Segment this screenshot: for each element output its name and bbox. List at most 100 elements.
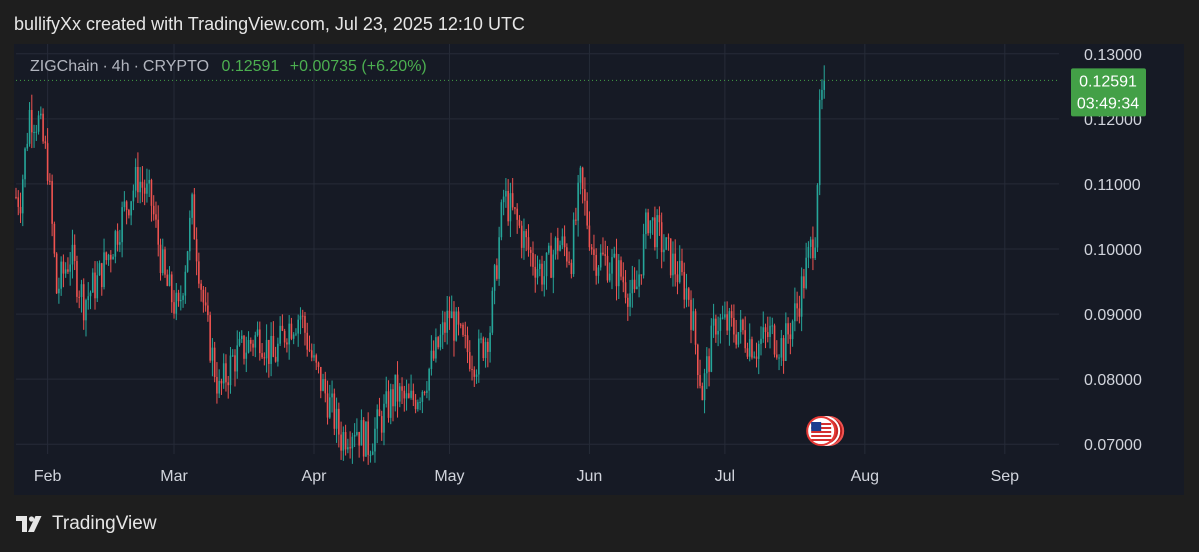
flag-canton	[811, 422, 822, 431]
candle-body	[789, 334, 792, 340]
candle-body	[105, 252, 108, 261]
candle-body	[31, 109, 33, 133]
candle-body	[249, 339, 252, 344]
candle-body	[559, 245, 561, 251]
candle-body	[319, 366, 322, 391]
candle-body	[128, 210, 130, 216]
candle-body	[439, 334, 442, 348]
candle-body	[331, 393, 333, 398]
candle-body	[636, 286, 638, 290]
candle-body	[184, 271, 187, 296]
candle-body	[550, 245, 552, 278]
candle-body	[511, 193, 514, 208]
candle-body	[378, 409, 381, 417]
candle-body	[159, 244, 162, 274]
candle-body	[482, 338, 485, 359]
date-axis-label: Aug	[851, 468, 879, 485]
candle-body	[685, 288, 688, 300]
chart-pane[interactable]: 0.07000 0.08000 0.09000 0.10000 0.11000 0.120…	[14, 44, 1184, 495]
candle-body	[717, 330, 719, 335]
candle-body	[283, 330, 286, 343]
candle-body	[333, 393, 336, 429]
candle-body	[527, 237, 530, 250]
candle-body	[622, 276, 625, 283]
candle-body	[414, 399, 417, 410]
candle-body	[584, 189, 586, 201]
price-chart[interactable]: 0.070000.080000.090000.100000.110000.120…	[14, 44, 1184, 495]
candle-body	[590, 247, 593, 250]
date-axis-label: May	[434, 468, 464, 485]
candle-body	[809, 239, 812, 247]
candle-body	[538, 263, 541, 270]
candle-body	[444, 322, 446, 333]
candle-body	[577, 182, 579, 221]
candle-body	[91, 272, 94, 293]
flag-stripe	[811, 435, 832, 437]
candle-body	[502, 196, 505, 203]
candle-body	[669, 238, 672, 276]
candle-body	[581, 167, 584, 190]
candle-body	[238, 338, 241, 346]
candle-body	[213, 347, 216, 378]
candle-body	[231, 355, 234, 357]
candle-body	[324, 379, 327, 394]
candle-body	[785, 323, 787, 361]
candle-body	[207, 305, 209, 316]
candle-body	[597, 267, 600, 276]
chart-credit: bullifyXx created with TradingView.com, …	[14, 14, 525, 34]
price-axis-label: 0.10000	[1084, 242, 1142, 259]
candle-body	[281, 325, 284, 331]
candle-body	[672, 253, 674, 276]
candle-body	[435, 337, 437, 359]
candle-body	[523, 231, 525, 248]
candle-body	[776, 354, 778, 358]
candle-body	[733, 317, 735, 335]
candle-body	[611, 257, 613, 274]
date-axis-label: Mar	[160, 468, 188, 485]
candle-body	[742, 319, 744, 331]
candle-body	[498, 237, 500, 279]
candle-body	[229, 355, 232, 386]
candle-body	[699, 375, 701, 386]
candle-body	[67, 269, 69, 272]
candle-body	[730, 311, 733, 318]
candle-body	[69, 264, 71, 272]
date-axis-label: Apr	[302, 468, 328, 485]
candle-body	[218, 380, 220, 394]
candle-body	[347, 447, 349, 450]
candle-body	[656, 215, 658, 248]
candle-body	[608, 273, 611, 281]
candle-body	[295, 333, 297, 335]
candle-body	[423, 391, 426, 393]
candle-body	[374, 428, 376, 452]
candle-body	[674, 253, 677, 275]
candle-body	[541, 263, 543, 285]
candle-body	[475, 374, 478, 377]
candle-body	[220, 380, 223, 384]
candle-body	[73, 244, 76, 262]
candle-body	[306, 332, 309, 350]
candle-body	[110, 254, 112, 260]
candle-body	[380, 416, 383, 433]
candle-body	[21, 179, 24, 214]
candle-body	[177, 292, 180, 302]
candle-body	[430, 350, 433, 369]
candle-body	[715, 318, 717, 335]
candle-body	[301, 315, 304, 317]
flag-stripe	[811, 439, 832, 441]
candle-body	[787, 323, 789, 335]
candle-body	[796, 303, 798, 309]
candle-body	[446, 310, 448, 333]
candle-body	[265, 339, 268, 359]
price-axis-label: 0.11000	[1084, 177, 1141, 194]
candle-body	[175, 292, 178, 314]
candle-body	[236, 345, 239, 372]
candle-body	[803, 276, 805, 289]
candle-body	[85, 300, 87, 321]
candle-body	[818, 99, 821, 186]
candle-body	[690, 299, 692, 330]
candle-body	[459, 324, 462, 326]
date-axis-label: Sep	[991, 468, 1020, 485]
candle-body	[121, 207, 123, 243]
candle-body	[164, 249, 166, 275]
